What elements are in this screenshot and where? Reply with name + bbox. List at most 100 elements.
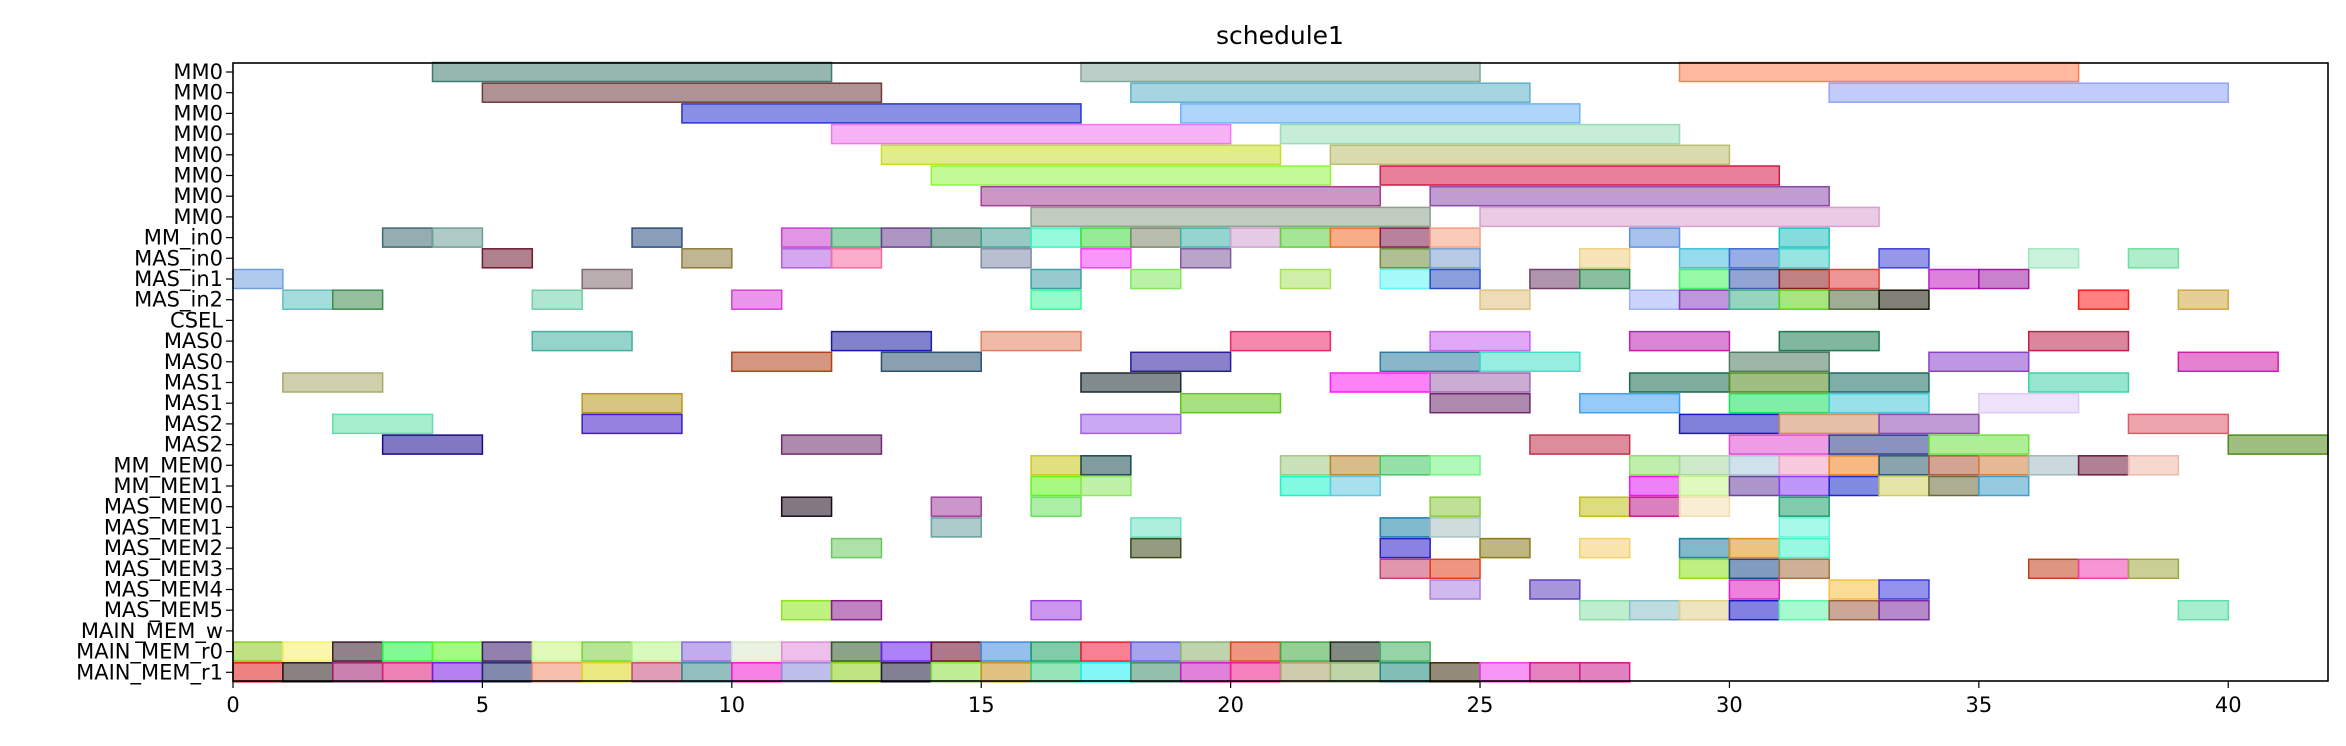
task-bar bbox=[681, 641, 733, 662]
task-bar bbox=[431, 641, 484, 662]
y-tick-label: MAS_MEM2 bbox=[104, 536, 223, 561]
task-bar bbox=[1429, 455, 1481, 476]
x-tick-label: 30 bbox=[1716, 693, 1743, 717]
task-bar bbox=[1828, 455, 1880, 476]
task-bar bbox=[1778, 330, 1880, 352]
task-bar bbox=[1778, 227, 1830, 248]
bars-layer bbox=[232, 61, 2329, 683]
task-bar bbox=[731, 289, 783, 310]
task-bar bbox=[1479, 351, 1581, 373]
task-bar bbox=[1728, 579, 1781, 600]
task-bar bbox=[1130, 641, 1182, 662]
task-bar bbox=[1579, 248, 1631, 269]
task-bar bbox=[2177, 351, 2279, 373]
task-bar bbox=[1279, 641, 1332, 662]
task-bar bbox=[1130, 662, 1182, 683]
task-bar bbox=[1928, 455, 1980, 476]
task-bar bbox=[631, 662, 683, 683]
task-bar bbox=[1828, 289, 1880, 310]
y-tick-label: MM0 bbox=[173, 101, 223, 125]
task-bar bbox=[1479, 206, 1880, 228]
task-bar bbox=[780, 227, 833, 248]
task-bar bbox=[880, 641, 933, 662]
task-bar bbox=[1828, 579, 1880, 600]
task-bar bbox=[1728, 351, 1830, 373]
task-bar bbox=[780, 248, 833, 269]
task-bar bbox=[631, 641, 683, 662]
task-bar bbox=[1329, 641, 1382, 662]
task-bar bbox=[930, 165, 1332, 186]
task-bar bbox=[1878, 455, 1930, 476]
task-bar bbox=[282, 289, 334, 310]
task-bar bbox=[1130, 227, 1182, 248]
task-bar bbox=[531, 330, 633, 352]
task-bar bbox=[1329, 372, 1431, 393]
y-tick-label: MAS_in0 bbox=[134, 246, 223, 271]
task-bar bbox=[232, 641, 284, 662]
task-bar bbox=[1678, 268, 1731, 290]
task-bar bbox=[1678, 289, 1731, 310]
task-bar bbox=[830, 330, 933, 352]
task-bar bbox=[1778, 248, 1830, 269]
task-bar bbox=[431, 662, 484, 683]
task-bar bbox=[1429, 517, 1481, 538]
task-bar bbox=[1179, 227, 1232, 248]
task-bar bbox=[1778, 537, 1830, 559]
task-bar bbox=[980, 641, 1032, 662]
x-tick-label: 10 bbox=[718, 693, 745, 717]
task-bar bbox=[1778, 558, 1830, 580]
task-bar bbox=[1579, 599, 1631, 621]
task-bar bbox=[1379, 248, 1431, 269]
task-bar bbox=[1429, 227, 1481, 248]
task-bar bbox=[1529, 662, 1581, 683]
y-tick-label: MM0 bbox=[173, 122, 223, 146]
y-tick-label: MM0 bbox=[173, 184, 223, 208]
task-bar bbox=[481, 641, 534, 662]
task-bar bbox=[1379, 517, 1431, 538]
task-bar bbox=[930, 641, 982, 662]
x-tick-label: 20 bbox=[1217, 693, 1244, 717]
task-bar bbox=[1678, 475, 1731, 497]
task-bar bbox=[1878, 475, 1930, 497]
task-bar bbox=[780, 599, 833, 621]
task-bar bbox=[282, 641, 334, 662]
task-bar bbox=[1030, 475, 1082, 497]
task-bar bbox=[2177, 599, 2229, 621]
task-bar bbox=[1429, 496, 1481, 517]
task-bar bbox=[1728, 392, 1830, 414]
task-bar bbox=[2177, 289, 2229, 310]
task-bar bbox=[1429, 268, 1481, 290]
task-bar bbox=[731, 351, 833, 373]
task-bar bbox=[1379, 558, 1431, 580]
task-bar bbox=[1978, 392, 2080, 414]
task-bar bbox=[1628, 599, 1681, 621]
task-bar bbox=[531, 289, 583, 310]
y-tick-label: MM0 bbox=[173, 205, 223, 229]
y-tick-label: MAS_MEM0 bbox=[104, 495, 223, 520]
task-bar bbox=[1429, 248, 1481, 269]
task-bar bbox=[1379, 662, 1431, 683]
x-tick-label: 25 bbox=[1467, 693, 1494, 717]
task-bar bbox=[1329, 227, 1382, 248]
task-bar bbox=[1828, 475, 1880, 497]
task-bar bbox=[431, 227, 484, 248]
task-bar bbox=[631, 227, 683, 248]
task-bar bbox=[1529, 579, 1581, 600]
task-bar bbox=[1928, 268, 1980, 290]
y-tick-label: MM_MEM1 bbox=[113, 474, 223, 499]
y-tick-label: MAS_MEM5 bbox=[104, 598, 223, 623]
x-tick-label: 5 bbox=[476, 693, 489, 717]
task-bar bbox=[980, 248, 1032, 269]
task-bar bbox=[2127, 248, 2180, 269]
task-bar bbox=[1080, 227, 1132, 248]
task-bar bbox=[1030, 206, 1431, 228]
task-bar bbox=[1080, 662, 1132, 683]
task-bar bbox=[1429, 558, 1481, 580]
task-bar bbox=[1628, 455, 1681, 476]
task-bar bbox=[1080, 455, 1132, 476]
task-bar bbox=[1030, 227, 1082, 248]
y-tick-label: MAS_MEM3 bbox=[104, 557, 223, 582]
task-bar bbox=[1179, 248, 1232, 269]
task-bar bbox=[1778, 475, 1830, 497]
task-bar bbox=[1379, 455, 1431, 476]
